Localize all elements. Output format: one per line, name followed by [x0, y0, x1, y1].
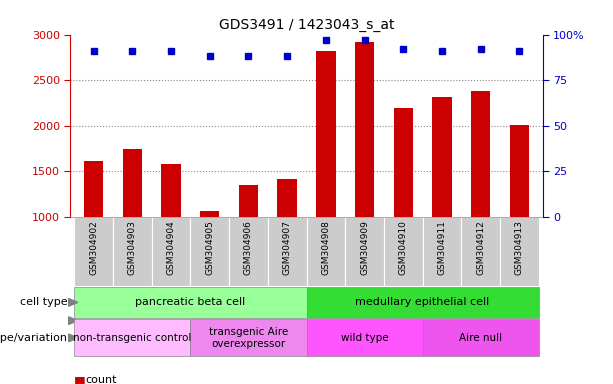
- Bar: [500, 217, 539, 286]
- Bar: [74, 319, 191, 356]
- Bar: [278, 179, 297, 217]
- Title: GDS3491 / 1423043_s_at: GDS3491 / 1423043_s_at: [219, 18, 394, 32]
- Text: GSM304903: GSM304903: [128, 220, 137, 275]
- Polygon shape: [69, 334, 78, 342]
- Bar: [152, 217, 191, 286]
- Bar: [394, 108, 413, 217]
- Text: non-transgenic control: non-transgenic control: [73, 333, 192, 343]
- Bar: [471, 91, 490, 217]
- Bar: [123, 149, 142, 217]
- Text: genotype/variation: genotype/variation: [0, 333, 67, 343]
- Bar: [355, 42, 374, 217]
- Bar: [200, 211, 219, 217]
- Text: GSM304910: GSM304910: [398, 220, 408, 275]
- Text: GSM304909: GSM304909: [360, 220, 369, 275]
- Bar: [422, 217, 461, 286]
- Bar: [432, 98, 452, 217]
- Text: GSM304902: GSM304902: [89, 220, 98, 275]
- Text: GSM304908: GSM304908: [321, 220, 330, 275]
- Bar: [384, 217, 422, 286]
- Text: cell type: cell type: [20, 297, 67, 308]
- Bar: [422, 319, 539, 356]
- Text: GSM304904: GSM304904: [167, 220, 175, 275]
- Bar: [306, 319, 422, 356]
- Text: transgenic Aire
overexpressor: transgenic Aire overexpressor: [209, 327, 288, 349]
- Bar: [239, 185, 258, 217]
- Bar: [84, 161, 104, 217]
- Polygon shape: [69, 317, 78, 324]
- Bar: [345, 217, 384, 286]
- Text: medullary epithelial cell: medullary epithelial cell: [356, 297, 490, 308]
- Polygon shape: [69, 299, 78, 306]
- Bar: [191, 319, 306, 356]
- Bar: [316, 51, 335, 217]
- Bar: [113, 217, 152, 286]
- Bar: [191, 217, 229, 286]
- Bar: [306, 287, 539, 318]
- Text: wild type: wild type: [341, 333, 389, 343]
- Bar: [74, 287, 306, 318]
- Bar: [461, 217, 500, 286]
- Text: ■: ■: [74, 374, 85, 384]
- Text: GSM304907: GSM304907: [283, 220, 292, 275]
- Text: GSM304905: GSM304905: [205, 220, 215, 275]
- Bar: [268, 217, 306, 286]
- Text: GSM304911: GSM304911: [438, 220, 446, 275]
- Text: pancreatic beta cell: pancreatic beta cell: [135, 297, 246, 308]
- Text: count: count: [86, 375, 117, 384]
- Text: GSM304906: GSM304906: [244, 220, 253, 275]
- Text: GSM304912: GSM304912: [476, 220, 485, 275]
- Bar: [229, 217, 268, 286]
- Bar: [306, 217, 345, 286]
- Text: GSM304913: GSM304913: [515, 220, 524, 275]
- Bar: [74, 217, 113, 286]
- Bar: [509, 125, 529, 217]
- Bar: [161, 164, 181, 217]
- Text: Aire null: Aire null: [459, 333, 502, 343]
